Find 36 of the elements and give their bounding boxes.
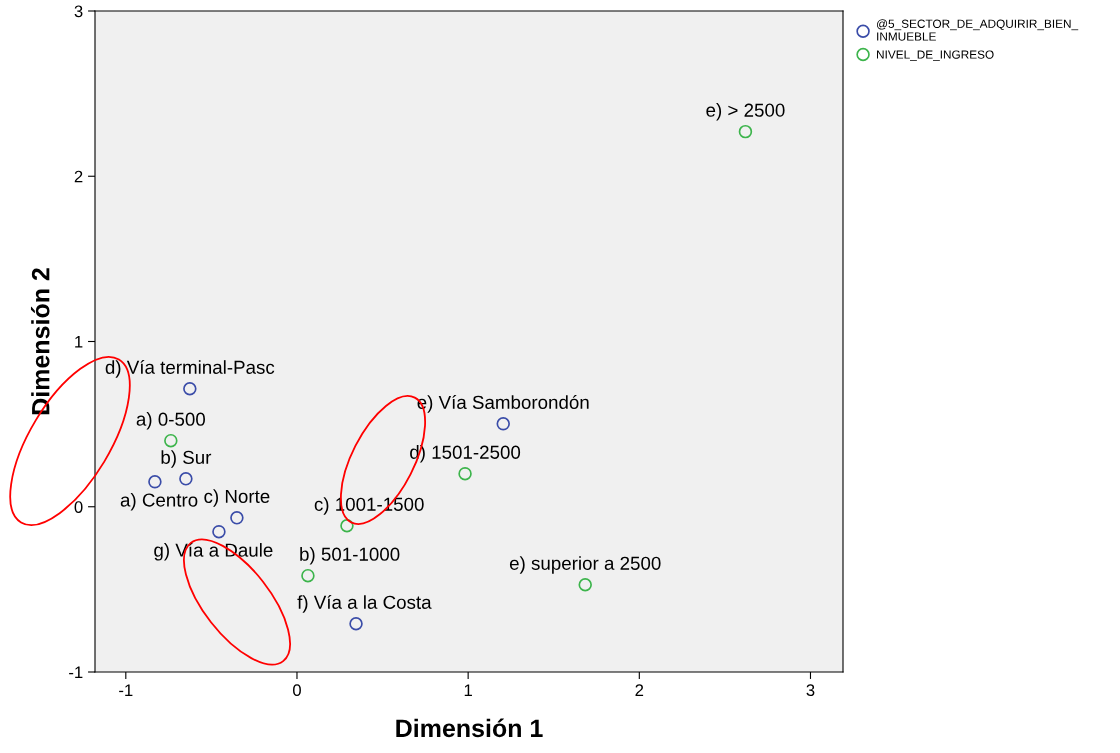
annotation: f) Vía a la Costa (297, 594, 432, 613)
point (183, 382, 197, 396)
point (738, 124, 753, 139)
point (496, 417, 510, 431)
annotation: b) 501-1000 (300, 547, 400, 565)
point (301, 568, 315, 583)
y-tick-label: 3 (74, 5, 83, 18)
y-tick-label: 2 (74, 170, 83, 183)
annotation: d) Vía terminal-Pasc (105, 359, 275, 378)
annotation: b) Sur (161, 450, 212, 468)
point (349, 617, 363, 631)
point (179, 472, 193, 486)
x-tick-label: -1 (119, 684, 133, 696)
annotation: a) 0-500 (136, 412, 206, 430)
legend-label: @5_SECTOR_DE_ADQUIRIR_BIEN_ INMUEBLE (876, 19, 1079, 41)
point (458, 466, 472, 481)
x-tick-label: 3 (806, 684, 815, 697)
point (164, 433, 178, 448)
point (230, 511, 244, 525)
annotation: a) Centro (120, 492, 198, 511)
annotation: e) > 2500 (706, 103, 785, 121)
x-tick-label: 2 (635, 684, 644, 696)
y-tick-label: 1 (75, 336, 83, 348)
x-tick-label: 0 (292, 684, 301, 697)
annotation: c) Norte (204, 489, 270, 507)
y-axis-title: Dimensión 2 (30, 268, 50, 415)
y-tick-label: 0 (74, 501, 83, 513)
point (212, 524, 226, 539)
point (340, 519, 354, 533)
legend-label: NIVEL_DE_INGRESO (877, 50, 994, 61)
y-tick-label: -1 (69, 666, 83, 679)
point (148, 475, 162, 489)
point (578, 578, 592, 592)
annotation: e) superior a 2500 (509, 556, 661, 574)
x-axis-title: Dimensión 1 (396, 718, 543, 738)
x-tick-label: 1 (464, 684, 472, 696)
